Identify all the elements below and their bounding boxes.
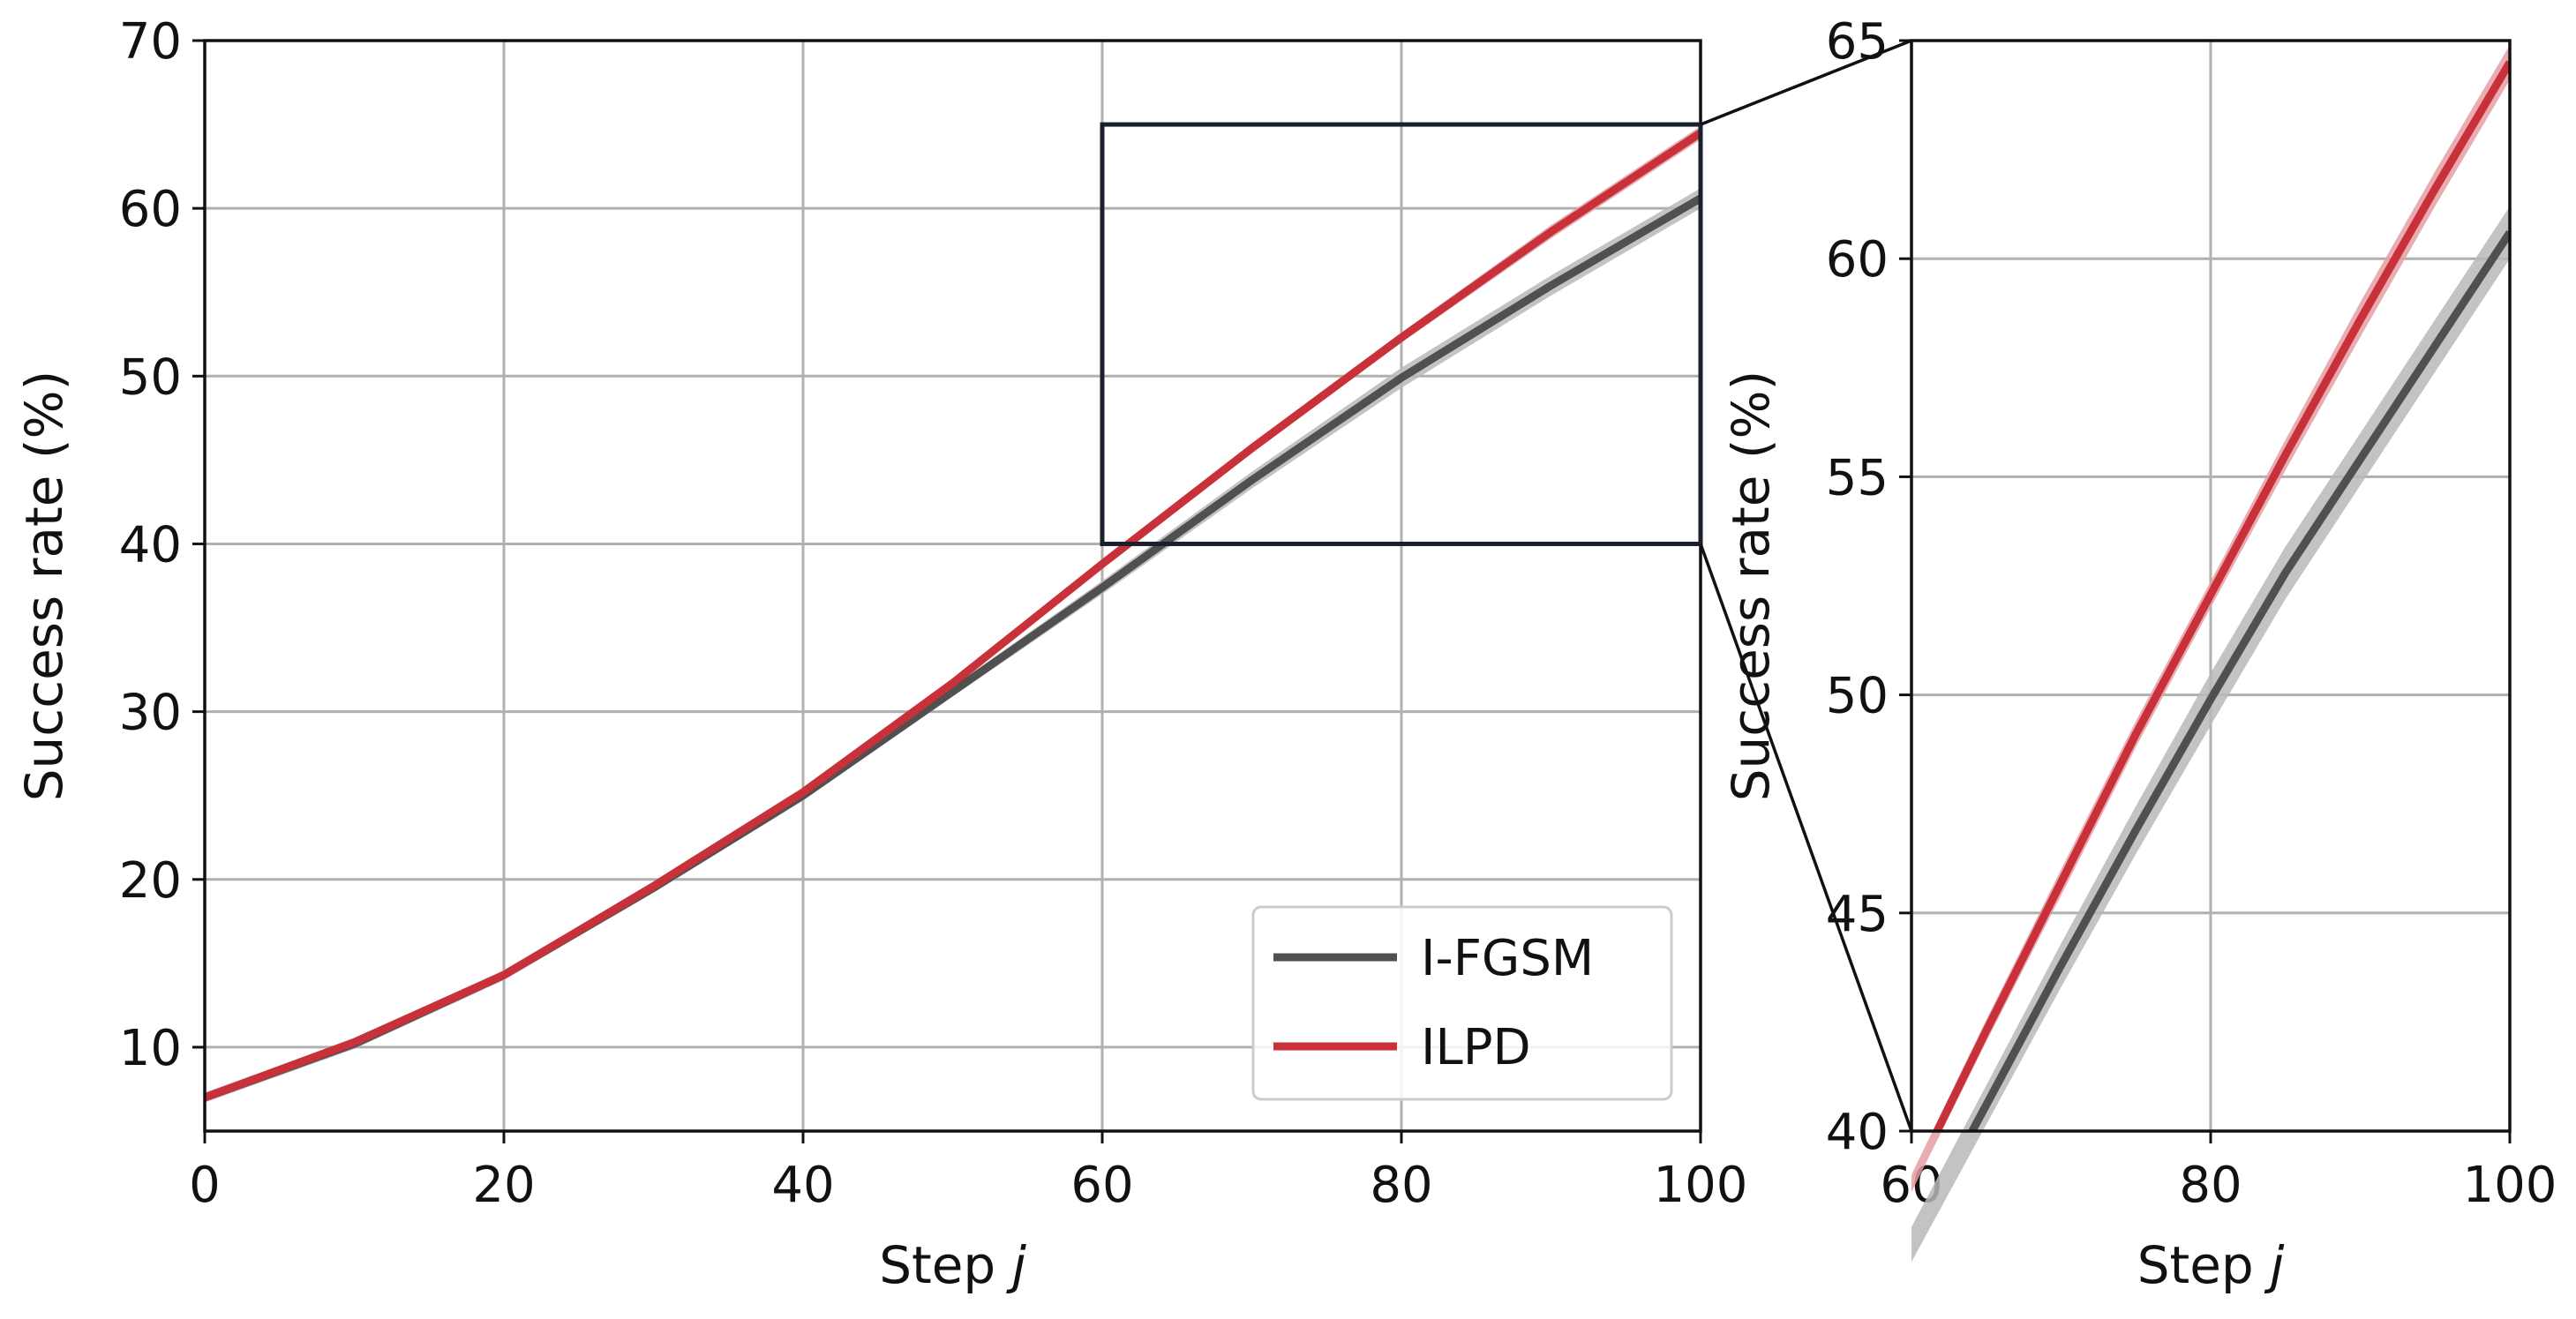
x-tick-label: 60 <box>1070 1157 1133 1214</box>
series-band-I-FGSM <box>205 188 1701 1103</box>
series-line-I-FGSM <box>1967 230 2510 1131</box>
series-line-ILPD <box>1933 60 2510 1131</box>
x-tick-label: 0 <box>189 1157 221 1214</box>
x-axis-label-text: Step <box>2137 1235 2254 1295</box>
y-tick-label: 45 <box>1826 886 1889 943</box>
x-tick-label: 100 <box>1654 1157 1748 1214</box>
x-tick-label: 80 <box>2179 1157 2242 1214</box>
zoom-connector-top <box>1700 39 1912 126</box>
x-axis-label-space <box>2254 1235 2270 1295</box>
x-tick-label: 100 <box>2463 1157 2557 1214</box>
y-tick-label: 55 <box>1826 449 1889 506</box>
x-axis-label-text: Step <box>879 1235 995 1295</box>
x-axis-label: Step j <box>879 1235 1027 1295</box>
y-axis-label: Success rate (%) <box>14 371 74 802</box>
chart-panel-main: 0 20 40 60 80 100 10 20 30 40 50 60 70 Step j Success … <box>14 13 1913 1295</box>
x-axis-label-space <box>995 1235 1011 1295</box>
y-axis-label: Success rate (%) <box>1721 371 1781 802</box>
y-tick-label: 70 <box>119 13 182 71</box>
y-tick-label: 40 <box>1826 1104 1889 1161</box>
legend: I-FGSM ILPD <box>1251 905 1673 1101</box>
y-tick-label: 50 <box>119 348 182 406</box>
legend-label-I-FGSM: I-FGSM <box>1421 930 1594 987</box>
plot-frame <box>203 39 1702 1133</box>
y-tick-label: 60 <box>119 181 182 238</box>
y-tick-label: 60 <box>1826 231 1889 289</box>
plot-frame <box>1910 39 2512 1133</box>
y-tick-label: 50 <box>1826 668 1889 725</box>
x-tick-label: 40 <box>771 1157 834 1214</box>
x-axis-label: Step j <box>2137 1235 2286 1295</box>
x-tick-label: 20 <box>472 1157 535 1214</box>
series-line-ILPD <box>205 129 1701 1102</box>
zoom-box <box>1100 122 1703 546</box>
y-tick-label: 65 <box>1826 13 1889 71</box>
legend-label-ILPD: ILPD <box>1421 1019 1531 1076</box>
series-band-ILPD <box>1911 44 2510 1193</box>
x-tick-label: 80 <box>1370 1157 1432 1214</box>
zoom-connector-bottom <box>1699 543 1913 1132</box>
series-band-I-FGSM <box>1911 206 2510 1263</box>
y-tick-label: 40 <box>119 516 182 573</box>
y-tick-label: 10 <box>119 1020 182 1077</box>
y-tick-label: 20 <box>119 852 182 910</box>
y-tick-label: 30 <box>119 685 182 742</box>
